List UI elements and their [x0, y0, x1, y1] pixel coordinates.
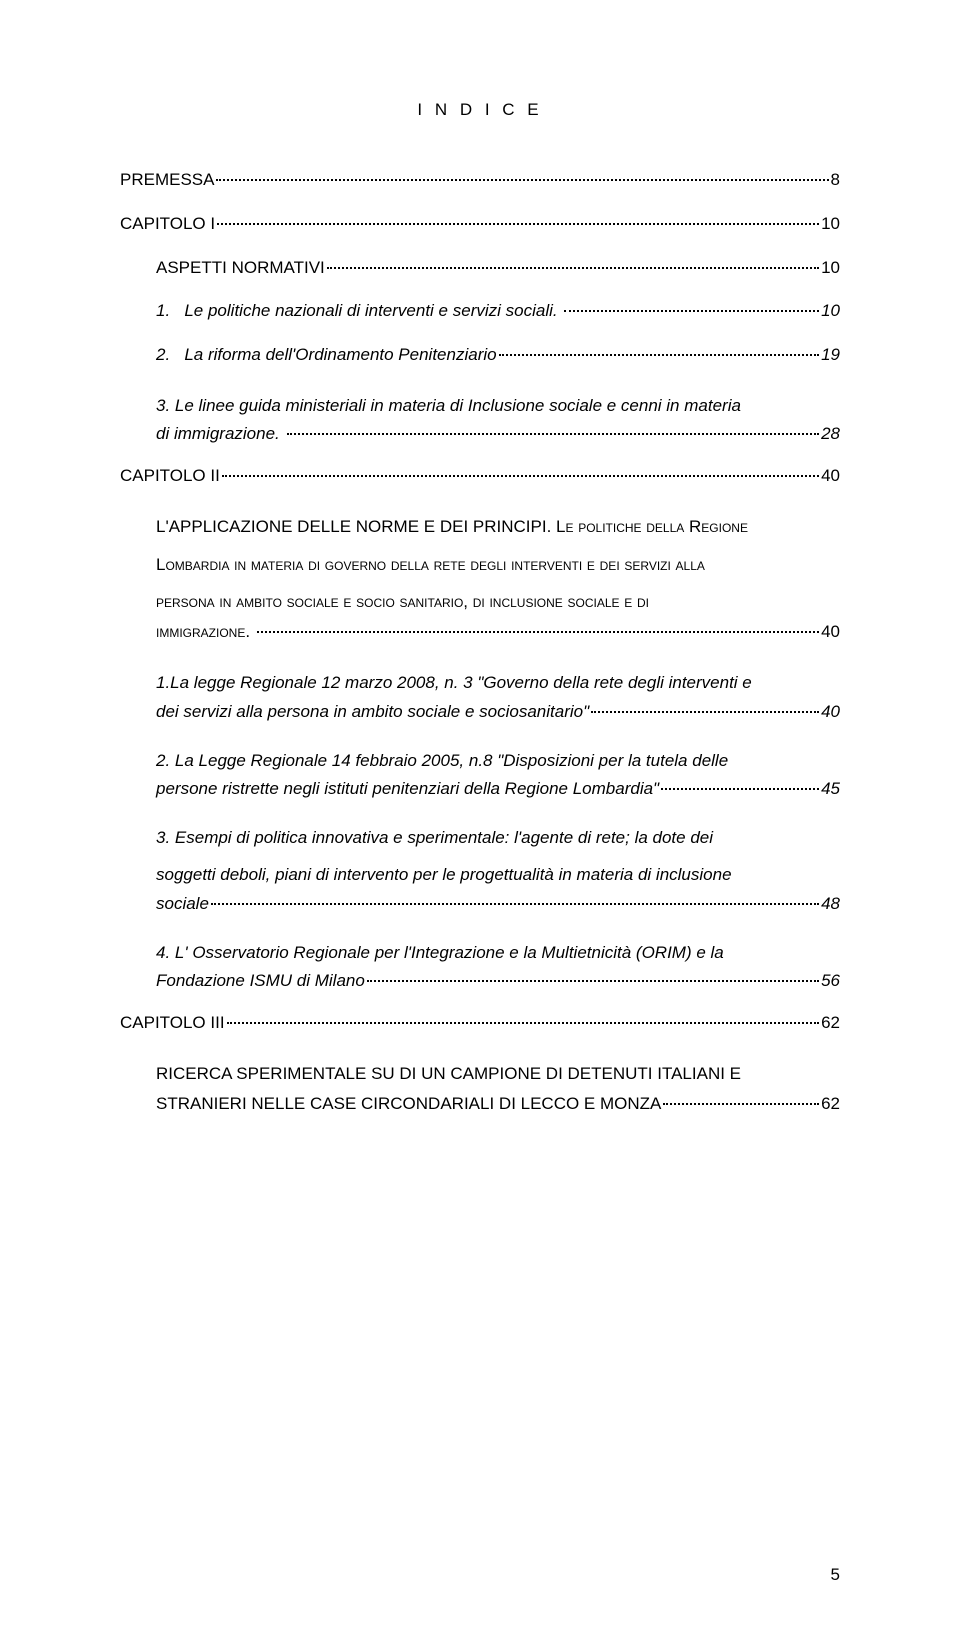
toc-leader-dots	[591, 711, 819, 713]
toc-label-line: 4. L' Osservatorio Regionale per l'Integ…	[156, 934, 840, 971]
toc-page-number: 45	[821, 779, 840, 799]
toc-entry: RICERCA SPERIMENTALE SU DI UN CAMPIONE D…	[156, 1055, 840, 1116]
toc-page-number: 62	[821, 1011, 840, 1035]
toc-label-line: L'APPLICAZIONE DELLE NORME E DEI PRINCIP…	[156, 508, 840, 545]
toc-page-number: 10	[821, 212, 840, 236]
toc-leader-dots	[327, 267, 819, 269]
toc-page-number: 48	[821, 894, 840, 914]
toc-label: di immigrazione.	[156, 424, 285, 444]
toc-label: persone ristrette negli istituti peniten…	[156, 779, 659, 799]
toc-leader-dots	[663, 1103, 819, 1105]
toc-page-number: 40	[821, 702, 840, 722]
toc-entry: 2. La Legge Regionale 14 febbraio 2005, …	[120, 742, 840, 799]
toc-entry: CAPITOLO III 62	[120, 1011, 840, 1035]
toc-page-number: 56	[821, 971, 840, 991]
toc-label: CAPITOLO II	[120, 464, 220, 488]
toc-page-number: 40	[821, 620, 840, 644]
toc-label-line: persona in ambito sociale e socio sanita…	[156, 583, 840, 620]
toc-container: PREMESSA 8 CAPITOLO I 10 ASPETTI NORMATIVI 10…	[120, 168, 840, 1116]
toc-entry: 1. Le politiche nazionali di interventi …	[156, 299, 840, 323]
toc-page-number: 19	[821, 343, 840, 367]
toc-label: dei servizi alla persona in ambito socia…	[156, 702, 589, 722]
toc-leader-dots	[222, 475, 819, 477]
toc-label: PREMESSA	[120, 168, 214, 192]
toc-label: 2. La riforma dell'Ordinamento Penitenzi…	[156, 343, 497, 367]
toc-page-number: 10	[821, 299, 840, 323]
toc-title: I N D I C E	[120, 100, 840, 120]
toc-label-line: 1.La legge Regionale 12 marzo 2008, n. 3…	[156, 664, 840, 701]
toc-leader-dots	[257, 631, 819, 633]
toc-leader-dots	[661, 788, 819, 790]
toc-entry: CAPITOLO II 40	[120, 464, 840, 488]
toc-label: ASPETTI NORMATIVI	[156, 256, 325, 280]
toc-leader-dots	[216, 179, 828, 181]
toc-page-number: 40	[821, 464, 840, 488]
toc-entry: 4. L' Osservatorio Regionale per l'Integ…	[120, 934, 840, 991]
toc-leader-dots	[367, 980, 819, 982]
toc-label: STRANIERI NELLE CASE CIRCONDARIALI DI LE…	[156, 1092, 661, 1116]
toc-page-number: 8	[831, 168, 840, 192]
toc-entry: PREMESSA 8	[120, 168, 840, 192]
toc-leader-dots	[287, 433, 820, 435]
toc-entry: ASPETTI NORMATIVI 10	[156, 256, 840, 280]
toc-page-number: 62	[821, 1092, 840, 1116]
toc-label-line: 2. La Legge Regionale 14 febbraio 2005, …	[156, 742, 840, 779]
toc-entry: 1.La legge Regionale 12 marzo 2008, n. 3…	[120, 664, 840, 721]
toc-leader-dots	[211, 903, 819, 905]
page-number: 5	[831, 1565, 840, 1585]
toc-label-line: 3. Esempi di politica innovativa e speri…	[156, 819, 840, 856]
toc-entry: L'APPLICAZIONE DELLE NORME E DEI PRINCIP…	[156, 508, 840, 644]
toc-label: 1. Le politiche nazionali di interventi …	[156, 299, 562, 323]
toc-label-line: Lombardia in materia di governo della re…	[156, 546, 840, 583]
toc-label: immigrazione.	[156, 620, 255, 644]
toc-label-line: soggetti deboli, piani di intervento per…	[156, 856, 840, 893]
toc-label: sociale	[156, 894, 209, 914]
toc-label-line: 3. Le linee guida ministeriali in materi…	[156, 387, 840, 424]
toc-entry: 3. Le linee guida ministeriali in materi…	[120, 387, 840, 444]
toc-label-line: RICERCA SPERIMENTALE SU DI UN CAMPIONE D…	[156, 1055, 840, 1092]
toc-entry: CAPITOLO I 10	[120, 212, 840, 236]
toc-label: Fondazione ISMU di Milano	[156, 971, 365, 991]
toc-entry: 2. La riforma dell'Ordinamento Penitenzi…	[156, 343, 840, 367]
toc-page-number: 28	[821, 424, 840, 444]
toc-leader-dots	[217, 223, 819, 225]
toc-leader-dots	[564, 310, 819, 312]
toc-page-number: 10	[821, 256, 840, 280]
toc-leader-dots	[227, 1022, 820, 1024]
toc-entry: 3. Esempi di politica innovativa e speri…	[120, 819, 840, 914]
toc-label: CAPITOLO III	[120, 1011, 225, 1035]
toc-label: CAPITOLO I	[120, 212, 215, 236]
toc-leader-dots	[499, 354, 819, 356]
